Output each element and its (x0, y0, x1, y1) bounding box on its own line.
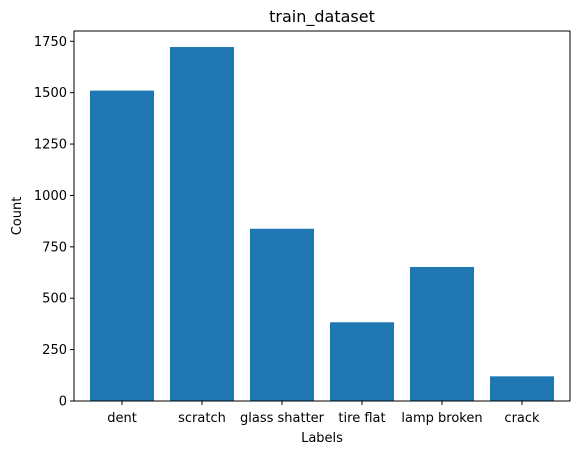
y-tick-label: 1000 (34, 189, 67, 204)
y-tick-label: 750 (42, 240, 67, 255)
x-tick-label: lamp broken (401, 411, 482, 426)
bar-glass-shatter (250, 228, 314, 401)
y-tick-label: 500 (42, 292, 67, 307)
y-tick-label: 250 (42, 343, 67, 358)
y-tick-label: 1250 (34, 138, 67, 153)
x-tick-label: tire flat (338, 411, 385, 426)
x-axis-ticks: dent scratch glass shatter tire flat lamp br… (107, 401, 540, 426)
x-tick-label: scratch (178, 411, 226, 426)
bar-crack (490, 376, 554, 401)
y-axis-ticks: 0 250 500 750 1000 1250 1500 1750 (34, 35, 74, 410)
x-tick-label: dent (107, 411, 137, 426)
y-tick-label: 0 (59, 395, 67, 410)
bar-scratch (170, 47, 234, 402)
bars (90, 47, 554, 402)
plot-frame (73, 30, 571, 402)
x-tick-label: glass shatter (240, 411, 325, 426)
x-tick-label: crack (504, 411, 540, 426)
bar-lamp-broken (410, 266, 474, 401)
bar-dent (90, 90, 154, 401)
chart-title: train_dataset (269, 7, 375, 27)
x-axis-title: Labels (301, 431, 343, 446)
y-tick-label: 1500 (34, 86, 67, 101)
y-axis-title: Count (10, 197, 25, 236)
y-tick-label: 1750 (34, 35, 67, 50)
bar-tire-flat (330, 322, 394, 401)
